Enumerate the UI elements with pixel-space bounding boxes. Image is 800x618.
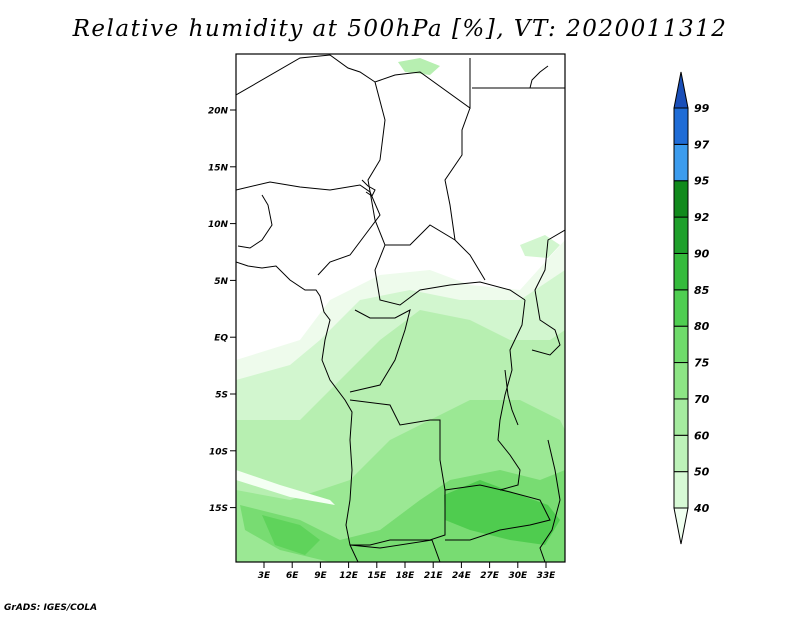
border-south — [349, 539, 441, 562]
colorbar-segment — [673, 252, 689, 291]
lake-tanganyika — [504, 369, 519, 426]
border-sahara — [236, 54, 471, 109]
border-angola — [349, 399, 446, 546]
lon-label: 30E — [508, 571, 528, 581]
colorbar-label: 90 — [694, 247, 710, 260]
colorbar-label: 50 — [694, 466, 710, 479]
colorbar-label: 70 — [694, 393, 710, 406]
humidity-region-dry-streak — [236, 470, 335, 505]
colorbar-segment — [673, 471, 689, 509]
border-drc-north — [349, 309, 411, 393]
colorbar-label: 95 — [694, 175, 710, 188]
credit-text: GrADS: IGES/COLA — [4, 603, 98, 613]
border-mozambique — [539, 439, 561, 562]
colorbar-segment — [673, 362, 689, 400]
lat-label: 5N — [214, 277, 228, 287]
lon-label: 9E — [314, 571, 327, 581]
border-gulf-states — [237, 194, 273, 249]
lat-label: 15S — [209, 504, 228, 514]
colorbar-segment — [673, 216, 689, 254]
humidity-region-ne — [520, 235, 560, 258]
longitude-axis: 3E 6E 9E 12E 15E 18E 21E 24E 27E 30E 33E — [258, 562, 556, 581]
colorbar-label: 60 — [694, 429, 710, 442]
colorbar-label: 80 — [694, 320, 710, 333]
coastline-west-africa — [236, 261, 359, 562]
lat-label: 15N — [208, 163, 229, 173]
colorbar-segment — [673, 107, 689, 145]
colorbar: 40 50 60 70 75 80 85 90 92 95 97 99 — [673, 71, 710, 545]
lon-label: 3E — [258, 571, 271, 581]
border-drc-east — [497, 299, 526, 491]
lon-label: 12E — [339, 571, 359, 581]
humidity-region-90b — [262, 515, 320, 555]
colorbar-segment — [673, 325, 689, 364]
colorbar-label: 75 — [694, 357, 710, 370]
colorbar-segment — [673, 180, 689, 218]
colorbar-label: 99 — [694, 102, 710, 115]
border-zambia — [444, 484, 551, 541]
colorbar-segment — [673, 289, 689, 327]
humidity-region-90 — [444, 480, 560, 545]
lon-label: 24E — [452, 571, 472, 581]
latitude-axis: 20N 15N 10N 5N EQ 5S 10S 15S — [208, 107, 236, 514]
lat-label: 10N — [208, 220, 229, 230]
border-sudan — [444, 107, 471, 241]
humidity-field — [236, 58, 565, 562]
lon-label: 27E — [480, 571, 500, 581]
colorbar-label: 97 — [694, 138, 710, 151]
lon-label: 6E — [286, 571, 299, 581]
colorbar-label: 92 — [694, 211, 710, 224]
country-borders — [236, 54, 565, 562]
border-chad — [367, 81, 486, 281]
colorbar-label: 40 — [693, 502, 710, 515]
humidity-region-north — [398, 58, 440, 75]
border-nigeria-niger — [236, 181, 381, 276]
colorbar-segment — [673, 398, 689, 436]
border-egypt-red-sea — [529, 65, 549, 89]
lon-label: 18E — [396, 571, 416, 581]
lon-label: 15E — [367, 571, 387, 581]
chart-title: Relative humidity at 500hPa [%], VT: 202… — [72, 16, 728, 42]
colorbar-segment — [673, 71, 689, 109]
border-east-africa — [531, 229, 565, 356]
colorbar-segment — [673, 507, 689, 545]
colorbar-label: 85 — [694, 284, 710, 297]
lat-label: 10S — [209, 447, 228, 457]
border-car — [374, 244, 526, 306]
lon-label: 21E — [424, 571, 444, 581]
lake-chad — [361, 179, 376, 197]
lat-label: 20N — [208, 107, 229, 117]
map-frame — [235, 53, 566, 563]
lon-label: 33E — [537, 571, 557, 581]
colorbar-segment — [673, 143, 689, 182]
lat-label: 5S — [215, 391, 228, 401]
lat-label: EQ — [214, 334, 228, 344]
colorbar-segment — [673, 434, 689, 473]
